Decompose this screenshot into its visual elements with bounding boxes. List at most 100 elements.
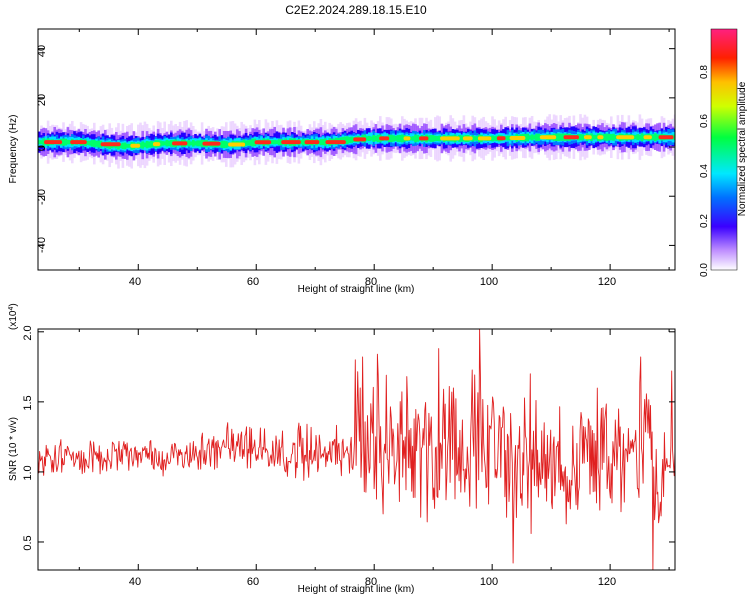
spectrogram-cell	[150, 141, 153, 148]
top-x-tick-label: 80	[365, 276, 377, 288]
spectrogram-peak-cell	[353, 137, 367, 142]
bottom-x-tick-label: 80	[365, 576, 377, 588]
spectrogram-cell	[346, 136, 349, 144]
spectrogram-cell	[93, 140, 96, 148]
spectrogram-cell	[66, 139, 70, 145]
spectrogram-cell	[189, 141, 193, 146]
spectrogram-cell	[530, 134, 534, 141]
spectrogram-cell	[634, 135, 637, 140]
spectrogram-cell	[192, 140, 195, 147]
colorbar-tick-label: 0.6	[699, 114, 710, 128]
snr-x-axis-label: Height of straight line (km)	[298, 584, 415, 595]
spectrogram-cell	[159, 140, 162, 147]
spectrogram-cell	[640, 133, 644, 142]
spectrogram-peak-cell	[152, 142, 161, 147]
spectrogram-cell	[64, 138, 67, 146]
colorbar-tick-label: 0.8	[699, 65, 710, 79]
spectrogram-cell	[475, 136, 479, 141]
bottom-x-tick-label: 40	[129, 576, 141, 588]
spectrogram-cell	[194, 141, 197, 146]
spectrogram-cell	[167, 140, 171, 147]
snr-x-tick-labels: 40 60 80 100 120	[129, 576, 616, 588]
spectrogram-cell	[370, 136, 373, 141]
spectrogram-cell	[62, 138, 65, 146]
spectrogram-cell	[607, 133, 611, 141]
spectrogram-cell	[535, 133, 538, 141]
spectrogram-cell	[145, 141, 149, 149]
spectrogram-peak-cell	[254, 140, 272, 145]
spectrogram-cell	[321, 139, 325, 146]
spectrogram-cell	[376, 134, 380, 143]
spectrogram-cell	[350, 136, 353, 143]
spectrogram-peak-cell	[130, 143, 141, 148]
spectrogram-cell	[324, 138, 327, 146]
spectrogram-cell	[592, 134, 595, 140]
spectrogram-peak-cell	[44, 140, 63, 145]
colorbar: 0.0 0.2 0.4 0.6 0.8 Normalized spectral …	[699, 28, 748, 277]
spectrogram-cell	[471, 135, 474, 142]
spectrogram-panel: 40 60 80 100 120 40 20 0 -20 -40 Height …	[8, 28, 676, 295]
spectrogram-cell	[42, 138, 45, 146]
spectrogram-cell	[123, 142, 127, 150]
spectrogram-ridge	[38, 114, 675, 169]
spectrogram-cell	[654, 133, 657, 142]
spectrogram-cell	[528, 135, 532, 140]
colorbar-gradient	[710, 28, 738, 271]
spectrogram-peak-cell	[172, 141, 188, 146]
spectrogram-cell	[163, 141, 166, 146]
top-y-tick-label: 40	[36, 45, 48, 57]
spectrogram-cell	[612, 133, 615, 141]
spectrogram-cell	[348, 137, 351, 143]
spectrogram-cell	[579, 134, 582, 141]
bottom-y-tick-label: 1.0	[22, 465, 34, 480]
spectrogram-cell	[277, 139, 281, 146]
spectrogram-peak-cell	[658, 135, 674, 140]
spectrogram-cell	[319, 139, 323, 146]
snr-axes-frame	[37, 328, 676, 571]
bottom-y-tick-label: 2.0	[22, 325, 34, 340]
spectrogram-cell	[372, 135, 375, 142]
spectrogram-y-axis-label: Frequency (Hz)	[8, 115, 19, 184]
spectrogram-cell	[143, 142, 147, 148]
spectrogram-cell	[40, 140, 43, 145]
spectrogram-peak-cell	[70, 140, 87, 145]
spectrogram-cell	[88, 140, 92, 146]
spectrogram-cell	[128, 143, 131, 148]
spectrogram-cell	[374, 135, 378, 142]
colorbar-tick-labels: 0.0 0.2 0.4 0.6 0.8	[699, 65, 710, 277]
spectrogram-peak-cell	[202, 141, 221, 146]
spectrogram-peak-cell	[583, 135, 592, 140]
spectrogram-y-tick-labels: 40 20 0 -20 -40	[36, 45, 48, 253]
spectrogram-cell	[200, 139, 204, 148]
colorbar-tick-label: 0.2	[699, 214, 710, 228]
spectrogram-cell	[656, 134, 659, 140]
spectrogram-cell	[139, 142, 142, 148]
snr-panel: 40 60 80 100 120 2.0 1.5 1.0 0.5 (x104) …	[8, 303, 676, 595]
spectrogram-cell	[581, 134, 584, 141]
spectrogram-cell	[271, 140, 274, 145]
top-y-tick-label: 0	[36, 145, 48, 151]
top-y-tick-label: -40	[36, 237, 48, 253]
spectrogram-peak-cell	[100, 142, 121, 147]
spectrogram-peak-cell	[281, 140, 301, 145]
spectrogram-peak-cell	[419, 136, 429, 141]
spectrogram-cell	[394, 136, 397, 141]
spectrogram-cell	[401, 134, 404, 143]
spectrogram-cell	[249, 139, 252, 146]
spectrogram-cell	[491, 135, 494, 142]
spectrogram-peak-cell	[325, 140, 346, 145]
spectrogram-cell	[506, 135, 510, 141]
spectrogram-peak-cell	[228, 142, 246, 147]
snr-y-axis-label: SNR (10 * v/v)	[8, 417, 19, 481]
spectrogram-cell	[638, 134, 642, 140]
spectrogram-peak-cell	[597, 135, 604, 140]
spectrogram-cell	[603, 133, 606, 141]
snr-ticks	[38, 329, 675, 570]
spectrogram-cell	[198, 140, 202, 147]
spectrogram-cell	[524, 133, 527, 142]
spectrogram-cell	[434, 135, 437, 142]
spectrogram-cell	[368, 135, 371, 141]
spectrogram-cell	[97, 140, 100, 148]
bottom-y-tick-label: 0.5	[22, 535, 34, 550]
spectrogram-cell	[273, 139, 276, 145]
